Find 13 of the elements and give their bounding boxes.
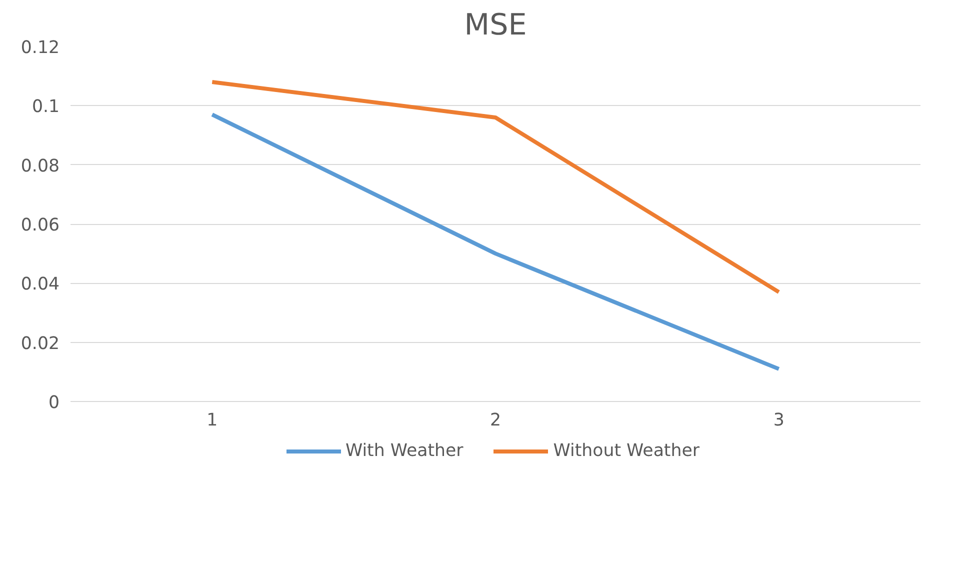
legend-label: Without Weather: [553, 440, 700, 460]
y-tick-label: 0.06: [20, 216, 60, 236]
y-tick-label: 0: [48, 393, 60, 413]
y-tick-label: 0.04: [20, 274, 60, 295]
x-tick-label: 1: [206, 410, 218, 430]
y-tick-label: 0.02: [20, 334, 60, 354]
y-tick-label: 0.12: [20, 38, 60, 58]
legend-label: With Weather: [345, 440, 464, 460]
y-tick-label: 0.1: [32, 97, 60, 118]
y-tick-label: 0.08: [20, 156, 60, 176]
x-tick-label: 3: [773, 410, 784, 430]
x-tick-label: 2: [490, 410, 502, 430]
chart-title: MSE: [464, 8, 527, 42]
